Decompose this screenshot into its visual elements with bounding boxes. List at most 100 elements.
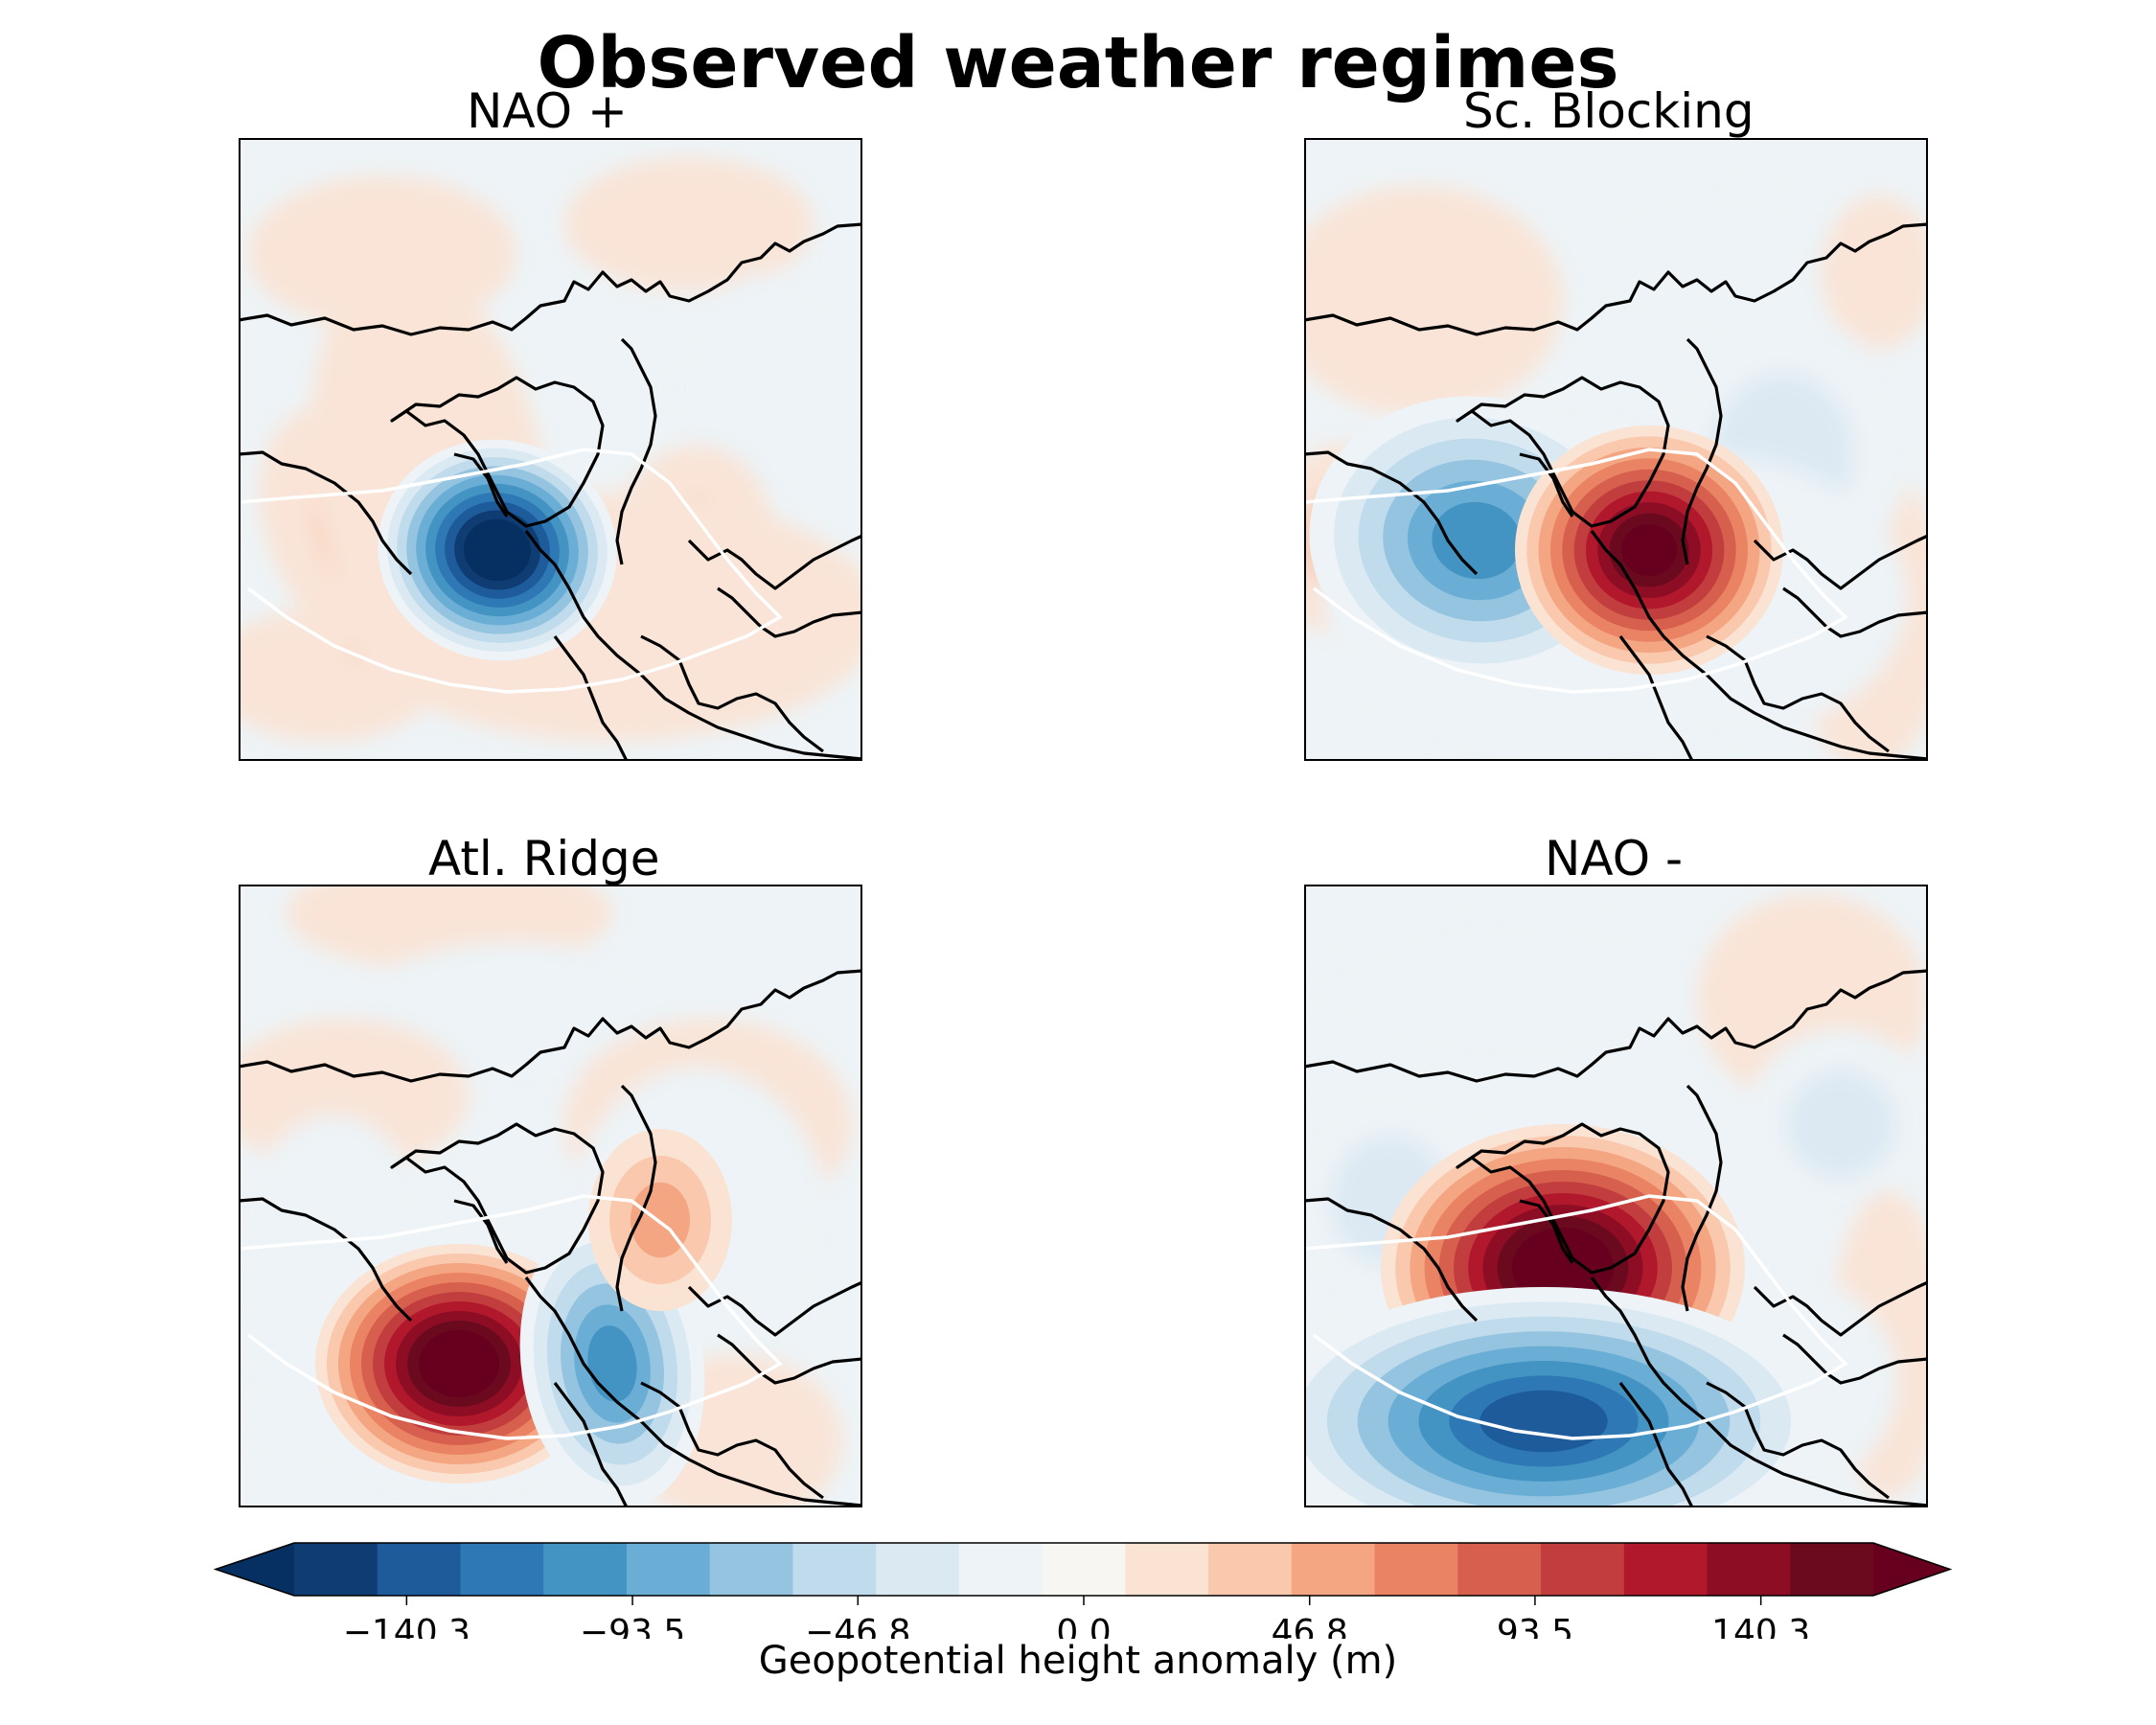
colorbar-tick-label: −93.5: [580, 1613, 685, 1639]
colorbar: −140.3 −93.5 −46.8 0.0 46.8 93.5 140.3: [213, 1542, 1953, 1639]
coastline: [239, 969, 862, 1083]
contour-band: [1304, 186, 1563, 416]
coastline: [1706, 634, 1890, 753]
contour-band: [1620, 524, 1678, 576]
colorbar-band: [1457, 1543, 1542, 1596]
coastline: [640, 1381, 824, 1500]
domain-outline: [1304, 1194, 1848, 1440]
coastline: [717, 1333, 862, 1385]
coastline: [1681, 337, 1723, 565]
coastlines: [239, 969, 862, 1507]
field-sc-blocking: [1304, 138, 1928, 761]
field-atl-ridge: [239, 885, 862, 1507]
contour-band: [473, 527, 521, 573]
colorbar-band: [792, 1543, 877, 1596]
coastline: [1681, 1084, 1723, 1312]
coastline: [1618, 1382, 1694, 1507]
contour-band: [1787, 1070, 1894, 1178]
panel-sc-blocking: [1304, 138, 1928, 761]
map-nao-plus: [239, 138, 862, 761]
colorbar-band: [1125, 1543, 1209, 1596]
colorbar-band: [460, 1543, 544, 1596]
panel-title-atl-ridge: Atl. Ridge: [428, 831, 660, 886]
colorbar-band: [1541, 1543, 1625, 1596]
contour-band: [587, 1325, 637, 1402]
coastline: [640, 634, 824, 753]
contour-band: [1572, 186, 1860, 339]
coastline: [390, 376, 605, 528]
panel-title-nao-minus: NAO -: [1545, 831, 1684, 886]
colorbar-band: [1790, 1543, 1874, 1596]
colorbar-band: [1208, 1543, 1293, 1596]
panel-frame: [239, 885, 862, 1507]
colorbar-tick-label: 0.0: [1056, 1613, 1111, 1639]
colorbar-band: [1042, 1543, 1126, 1596]
colorbar-outline: [213, 1542, 1953, 1597]
colorbar-tick-label: 93.5: [1497, 1613, 1573, 1639]
map-sc-blocking: [1304, 138, 1928, 761]
colorbar-band: [709, 1543, 794, 1596]
coastline: [390, 1122, 605, 1275]
coastline: [1304, 969, 1928, 1083]
coastline: [1590, 530, 1928, 761]
panel-title-sc-blocking: Sc. Blocking: [1463, 83, 1755, 139]
coastline: [1304, 222, 1928, 336]
contour-band: [430, 1340, 488, 1388]
coastline: [453, 1199, 509, 1264]
panel-title-nao-plus: NAO +: [467, 83, 628, 139]
coastline: [524, 530, 862, 761]
contour-band: [670, 272, 862, 502]
colorbar-band: [294, 1543, 378, 1596]
coastline: [1618, 635, 1694, 761]
domain-outline: [1304, 448, 1848, 694]
colorbar-band: [1623, 1543, 1709, 1596]
colorbar-band: [377, 1543, 462, 1596]
coastline: [524, 1276, 862, 1507]
panel-frame: [1304, 138, 1928, 761]
coastline: [615, 1084, 657, 1312]
panel-nao-minus: [1304, 885, 1928, 1507]
coastline: [1456, 1122, 1670, 1275]
coastline: [1782, 586, 1928, 638]
colorbar-extend-low: [216, 1543, 294, 1596]
panel-frame: [1304, 885, 1928, 1507]
coastline: [1782, 1333, 1928, 1385]
coastline: [1456, 376, 1670, 528]
colorbar-band: [876, 1543, 960, 1596]
panel-nao-plus: [239, 138, 862, 761]
map-nao-minus: [1304, 885, 1928, 1507]
contour-band: [564, 157, 814, 291]
coastline: [1519, 452, 1574, 518]
coastlines: [239, 222, 862, 761]
coastline: [1519, 1199, 1574, 1264]
coastlines: [1304, 222, 1928, 761]
coastline: [615, 337, 657, 565]
contour-band: [1323, 913, 1707, 1067]
panel-atl-ridge: [239, 885, 862, 1507]
map-atl-ridge: [239, 885, 862, 1507]
coastline: [453, 452, 509, 518]
coastline: [239, 222, 862, 336]
colorbar-band: [1707, 1543, 1791, 1596]
colorbar-label: Geopotential height anomaly (m): [758, 1639, 1398, 1683]
coastlines: [1304, 969, 1928, 1507]
colorbar-extend-high: [1873, 1543, 1950, 1596]
colorbar-tick-label: −46.8: [805, 1613, 910, 1639]
colorbar-band: [958, 1543, 1044, 1596]
field-nao-minus: [1304, 885, 1928, 1507]
coastline: [717, 586, 862, 638]
colorbar-tick-label: 46.8: [1272, 1613, 1348, 1639]
coastline: [553, 635, 629, 761]
chart-title: Observed weather regimes: [537, 22, 1619, 104]
coastline: [553, 1382, 629, 1507]
contour-band: [1526, 1239, 1599, 1297]
domain-outline: [239, 1194, 783, 1440]
colorbar-band: [1374, 1543, 1458, 1596]
colorbar-band: [543, 1543, 628, 1596]
contour-band: [1432, 501, 1522, 580]
contour-band: [1822, 196, 1928, 349]
coastline: [1590, 1276, 1928, 1507]
panel-frame: [239, 138, 862, 761]
coastline: [1706, 1381, 1890, 1500]
domain-outline: [239, 448, 783, 694]
